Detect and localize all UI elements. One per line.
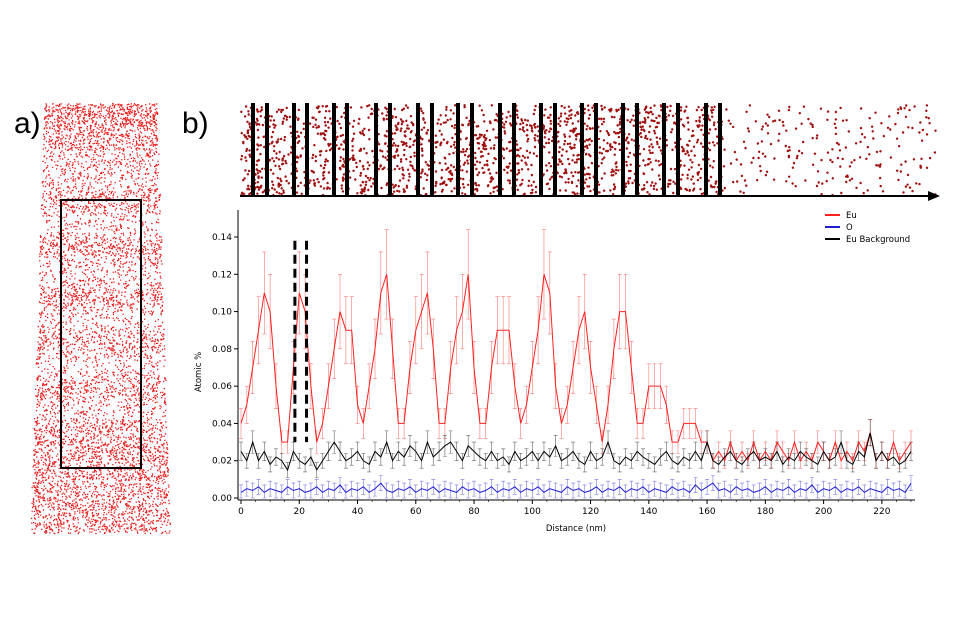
x-ticks: 0 20 40 60 80 100 120 140 160 180 200 220 [238, 500, 912, 517]
layer-markers [251, 103, 722, 195]
layer-marker [430, 103, 434, 195]
panel-a-label: a) [14, 107, 41, 140]
layer-marker [498, 103, 502, 195]
series-line-o [240, 482, 912, 494]
x-axis-label: Distance (nm) [546, 524, 606, 534]
error-bars-o [239, 475, 913, 499]
atom-points [240, 104, 937, 197]
layer-marker [416, 103, 420, 195]
layer-marker [539, 103, 543, 195]
layer-marker [718, 103, 722, 195]
highlight-region [293, 240, 309, 443]
y-axis-label: Atomic % [194, 352, 204, 392]
y-tick-label: 0.04 [212, 419, 232, 429]
layer-marker [676, 103, 680, 195]
x-tick-label: 0 [238, 507, 244, 517]
layer-marker [580, 103, 584, 195]
layer-marker [594, 103, 598, 195]
layer-marker [345, 103, 349, 195]
legend-label: Eu Background [846, 235, 910, 245]
atomic-percent-plot: 0 20 40 60 80 100 120 140 160 180 200 220 0.000.020… [194, 210, 915, 534]
layer-marker [635, 103, 639, 195]
y-tick-label: 0.00 [212, 494, 232, 504]
x-tick-label: 160 [698, 507, 715, 517]
series-lines [240, 274, 912, 494]
x-tick-label: 60 [410, 507, 422, 517]
x-tick-label: 100 [524, 507, 541, 517]
x-tick-label: 200 [815, 507, 832, 517]
axes [237, 210, 915, 501]
layer-marker [553, 103, 557, 195]
legend: Eu O Eu Background [825, 211, 910, 245]
y-tick-label: 0.02 [212, 457, 232, 467]
layer-marker [704, 103, 708, 195]
x-tick-label: 140 [640, 507, 657, 517]
region-of-interest-box [60, 199, 142, 469]
layer-marker [512, 103, 516, 195]
y-tick-label: 0.10 [212, 308, 232, 318]
x-tick-label: 40 [352, 507, 364, 517]
layer-marker [374, 103, 378, 195]
series-line-eu-background [240, 432, 912, 472]
layer-marker [456, 103, 460, 195]
y-ticks: 0.00 0.02 0.04 0.06 0.08 0.10 0.12 0.14 [212, 233, 238, 504]
layer-marker [470, 103, 474, 195]
panel-b-label: b) [182, 107, 209, 140]
distance-arrow [240, 191, 940, 201]
legend-label: Eu [846, 211, 857, 221]
layer-marker [251, 103, 255, 195]
x-tick-label: 80 [468, 507, 480, 517]
y-tick-label: 0.14 [212, 233, 232, 243]
y-tick-label: 0.12 [212, 270, 232, 280]
layer-marker [332, 103, 336, 195]
layer-marker [388, 103, 392, 195]
y-tick-label: 0.08 [212, 345, 232, 355]
x-tick-label: 220 [873, 507, 890, 517]
atom-points [30, 103, 171, 535]
eu-atom-strip [240, 104, 937, 197]
atom-map-reconstruction [30, 103, 171, 535]
layer-marker [662, 103, 666, 195]
layer-marker [305, 103, 309, 195]
x-tick-label: 20 [294, 507, 306, 517]
x-tick-label: 120 [582, 507, 599, 517]
y-tick-label: 0.06 [212, 382, 232, 392]
layer-marker [292, 103, 296, 195]
x-tick-label: 180 [757, 507, 774, 517]
legend-label: O [846, 223, 853, 233]
series-line-eu [240, 274, 912, 463]
layer-marker [265, 103, 269, 195]
layer-marker [621, 103, 625, 195]
error-bars [239, 229, 913, 499]
error-bars-eu-background [239, 419, 913, 478]
